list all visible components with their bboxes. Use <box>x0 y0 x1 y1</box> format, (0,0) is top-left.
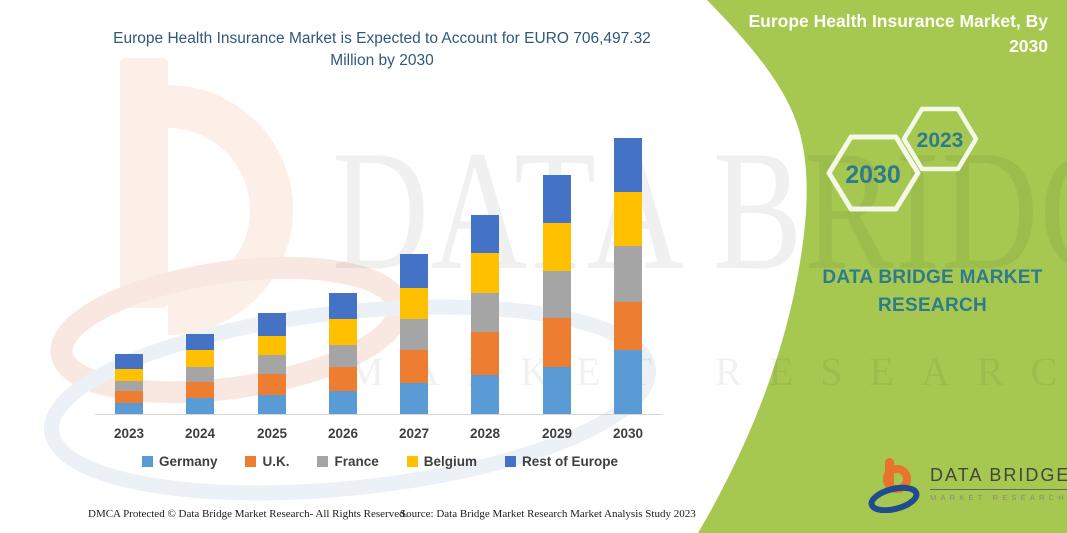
bar-segment-belgium <box>614 192 642 246</box>
bar-segment-rest-of-europe <box>471 214 499 253</box>
databridge-logo-icon <box>868 458 920 513</box>
hexagon-2023-outline <box>901 106 979 172</box>
brand-text: DATA BRIDGE MARKET RESEARCH <box>822 267 1043 316</box>
bar-segment-belgium <box>471 252 499 294</box>
footer-dmca: DMCA Protected © Data Bridge Market Rese… <box>88 508 408 520</box>
hexagon-2030-outline <box>826 134 921 212</box>
bar-segment-france <box>614 245 642 303</box>
hexagon-2023-label: 2023 <box>917 129 964 152</box>
logo-subtitle: MARKET RESEARCH <box>930 493 1067 502</box>
chart-title: Europe Health Insurance Market is Expect… <box>113 30 651 69</box>
bar-segment-belgium <box>543 222 571 271</box>
hexagon-2030-label: 2030 <box>845 161 901 189</box>
side-panel-title: Europe Health Insurance Market, By 2030 <box>748 11 1048 57</box>
bar-segment-rest-of-europe <box>614 138 642 193</box>
databridge-logo: DATA BRIDGE MARKET RESEARCH <box>868 455 1067 513</box>
logo-title: DATA BRIDGE <box>930 465 1067 490</box>
bar-segment-rest-of-europe <box>543 175 571 223</box>
footer-source: Source: Data Bridge Market Research Mark… <box>400 508 696 520</box>
